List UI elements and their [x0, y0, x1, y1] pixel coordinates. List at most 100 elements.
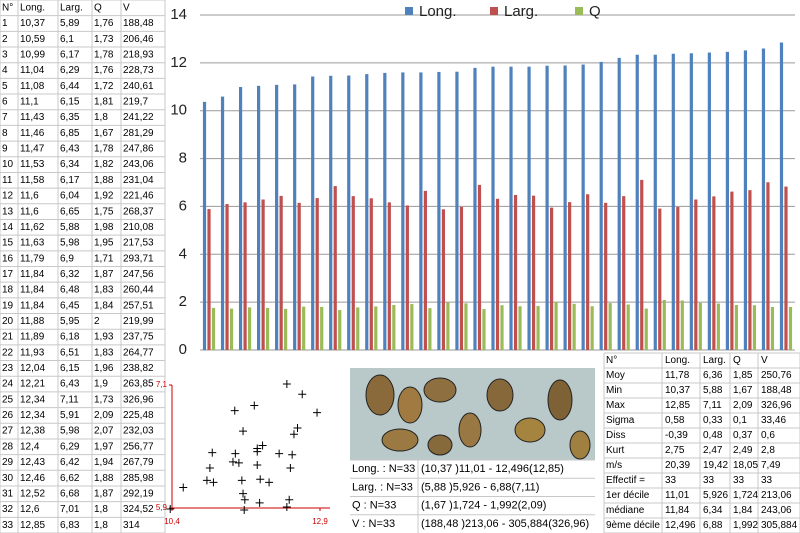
table-cell: 16	[2, 253, 14, 264]
table-cell: 18	[2, 285, 14, 296]
table-header: Q	[94, 2, 102, 13]
stats-cell: 6,36	[703, 370, 723, 381]
table-cell: 6,29	[60, 65, 80, 76]
summary-label: Long. : N=33	[352, 463, 415, 475]
bar	[730, 191, 734, 350]
table-cell: 11,6	[20, 191, 39, 202]
legend-swatch	[490, 7, 498, 15]
table-cell: 257,51	[123, 300, 154, 311]
bar	[536, 305, 540, 350]
table-cell: 1	[2, 18, 8, 29]
table-cell: 218,93	[123, 50, 154, 61]
table-cell: 263,85	[123, 379, 154, 390]
stats-cell: 6,34	[703, 505, 723, 516]
table-cell: 6,34	[60, 159, 80, 170]
table-cell: 12,46	[20, 473, 45, 484]
y-tick-label: 5,9	[156, 503, 168, 512]
stats-cell: médiane	[606, 505, 645, 516]
bar	[622, 196, 626, 350]
table-cell: 10,59	[20, 34, 45, 45]
table-cell: 12,4	[20, 441, 40, 452]
bar	[347, 75, 351, 351]
table-cell: 1,71	[94, 253, 114, 264]
table-cell: 12,04	[20, 363, 45, 374]
stats-cell: Min	[606, 385, 622, 396]
stats-cell: 9ème décile	[606, 520, 660, 531]
bar	[333, 186, 337, 350]
table-cell: 12,38	[20, 426, 45, 437]
table-cell: 11,62	[20, 222, 45, 233]
table-cell: 12,21	[20, 379, 45, 390]
table-cell: 6,51	[60, 347, 80, 358]
bar	[202, 101, 207, 350]
stats-cell: 1,84	[733, 505, 753, 516]
scatter-point	[209, 478, 218, 487]
summary-label: Larg. : N=33	[352, 481, 413, 493]
table-cell: 6,17	[60, 50, 80, 61]
table-cell: 11,1	[20, 97, 39, 108]
bar	[401, 72, 405, 350]
bar	[464, 303, 468, 350]
bar	[284, 308, 288, 350]
table-cell: 1,94	[94, 457, 114, 468]
table-cell: 247,86	[123, 144, 154, 155]
bar	[568, 202, 572, 350]
table-cell: 27	[2, 426, 14, 437]
bar	[279, 195, 283, 350]
table-cell: 7	[2, 112, 8, 123]
scatter-point	[289, 430, 298, 439]
table-cell: 11,84	[20, 300, 45, 311]
table-cell: 12	[2, 191, 14, 202]
bar	[549, 207, 554, 350]
table-cell: 217,53	[123, 238, 154, 249]
table-cell: 5,89	[60, 18, 80, 29]
bar	[266, 307, 270, 350]
table-cell: 29	[2, 457, 14, 468]
table-header: Larg.	[60, 2, 83, 13]
stats-cell: 5,88	[703, 385, 723, 396]
scatter-point	[237, 476, 246, 485]
table-cell: 6,62	[60, 473, 80, 484]
table-cell: 6,17	[60, 175, 80, 186]
table-cell: 11,88	[20, 316, 45, 327]
bar	[680, 300, 684, 350]
bar	[482, 309, 486, 350]
y-tick-label: 2	[179, 293, 187, 310]
bar	[275, 84, 279, 350]
bar	[261, 199, 265, 350]
y-tick-label: 10	[170, 102, 187, 119]
table-cell: 6,15	[60, 363, 80, 374]
bar	[689, 53, 693, 351]
table-cell: 1,88	[94, 175, 114, 186]
scatter-point	[286, 464, 295, 473]
legend-swatch	[405, 7, 413, 15]
scatter-point	[285, 495, 294, 504]
summary-range: (5,88 )5,926 - 6,88(7,11)	[421, 481, 539, 493]
bar	[716, 303, 720, 350]
stats-cell: -0,39	[665, 430, 688, 441]
y-tick-label: 8	[179, 150, 187, 167]
table-cell: 11,84	[20, 269, 45, 280]
table-cell: 1,83	[94, 285, 114, 296]
bar	[374, 306, 378, 350]
stats-cell: 12,85	[665, 400, 690, 411]
stats-cell: 11,78	[665, 370, 690, 381]
stats-cell: 7,49	[761, 460, 781, 471]
stats-cell: 7,11	[703, 400, 722, 411]
scatter-point	[208, 448, 217, 457]
table-cell: 31	[2, 488, 14, 499]
scatter-point	[228, 457, 237, 466]
bar	[383, 72, 387, 351]
scatter-point	[231, 449, 240, 458]
table-cell: 30	[2, 473, 14, 484]
table-cell: 206,46	[123, 34, 154, 45]
bar	[725, 51, 729, 350]
table-cell: 25	[2, 394, 14, 405]
stats-cell: 11,84	[665, 505, 690, 516]
table-cell: 1,73	[94, 394, 114, 405]
table-cell: 11,08	[20, 81, 45, 92]
table-cell: 1,81	[94, 97, 114, 108]
bar	[671, 53, 675, 351]
bar	[220, 96, 225, 350]
stats-cell: 0,33	[703, 415, 723, 426]
